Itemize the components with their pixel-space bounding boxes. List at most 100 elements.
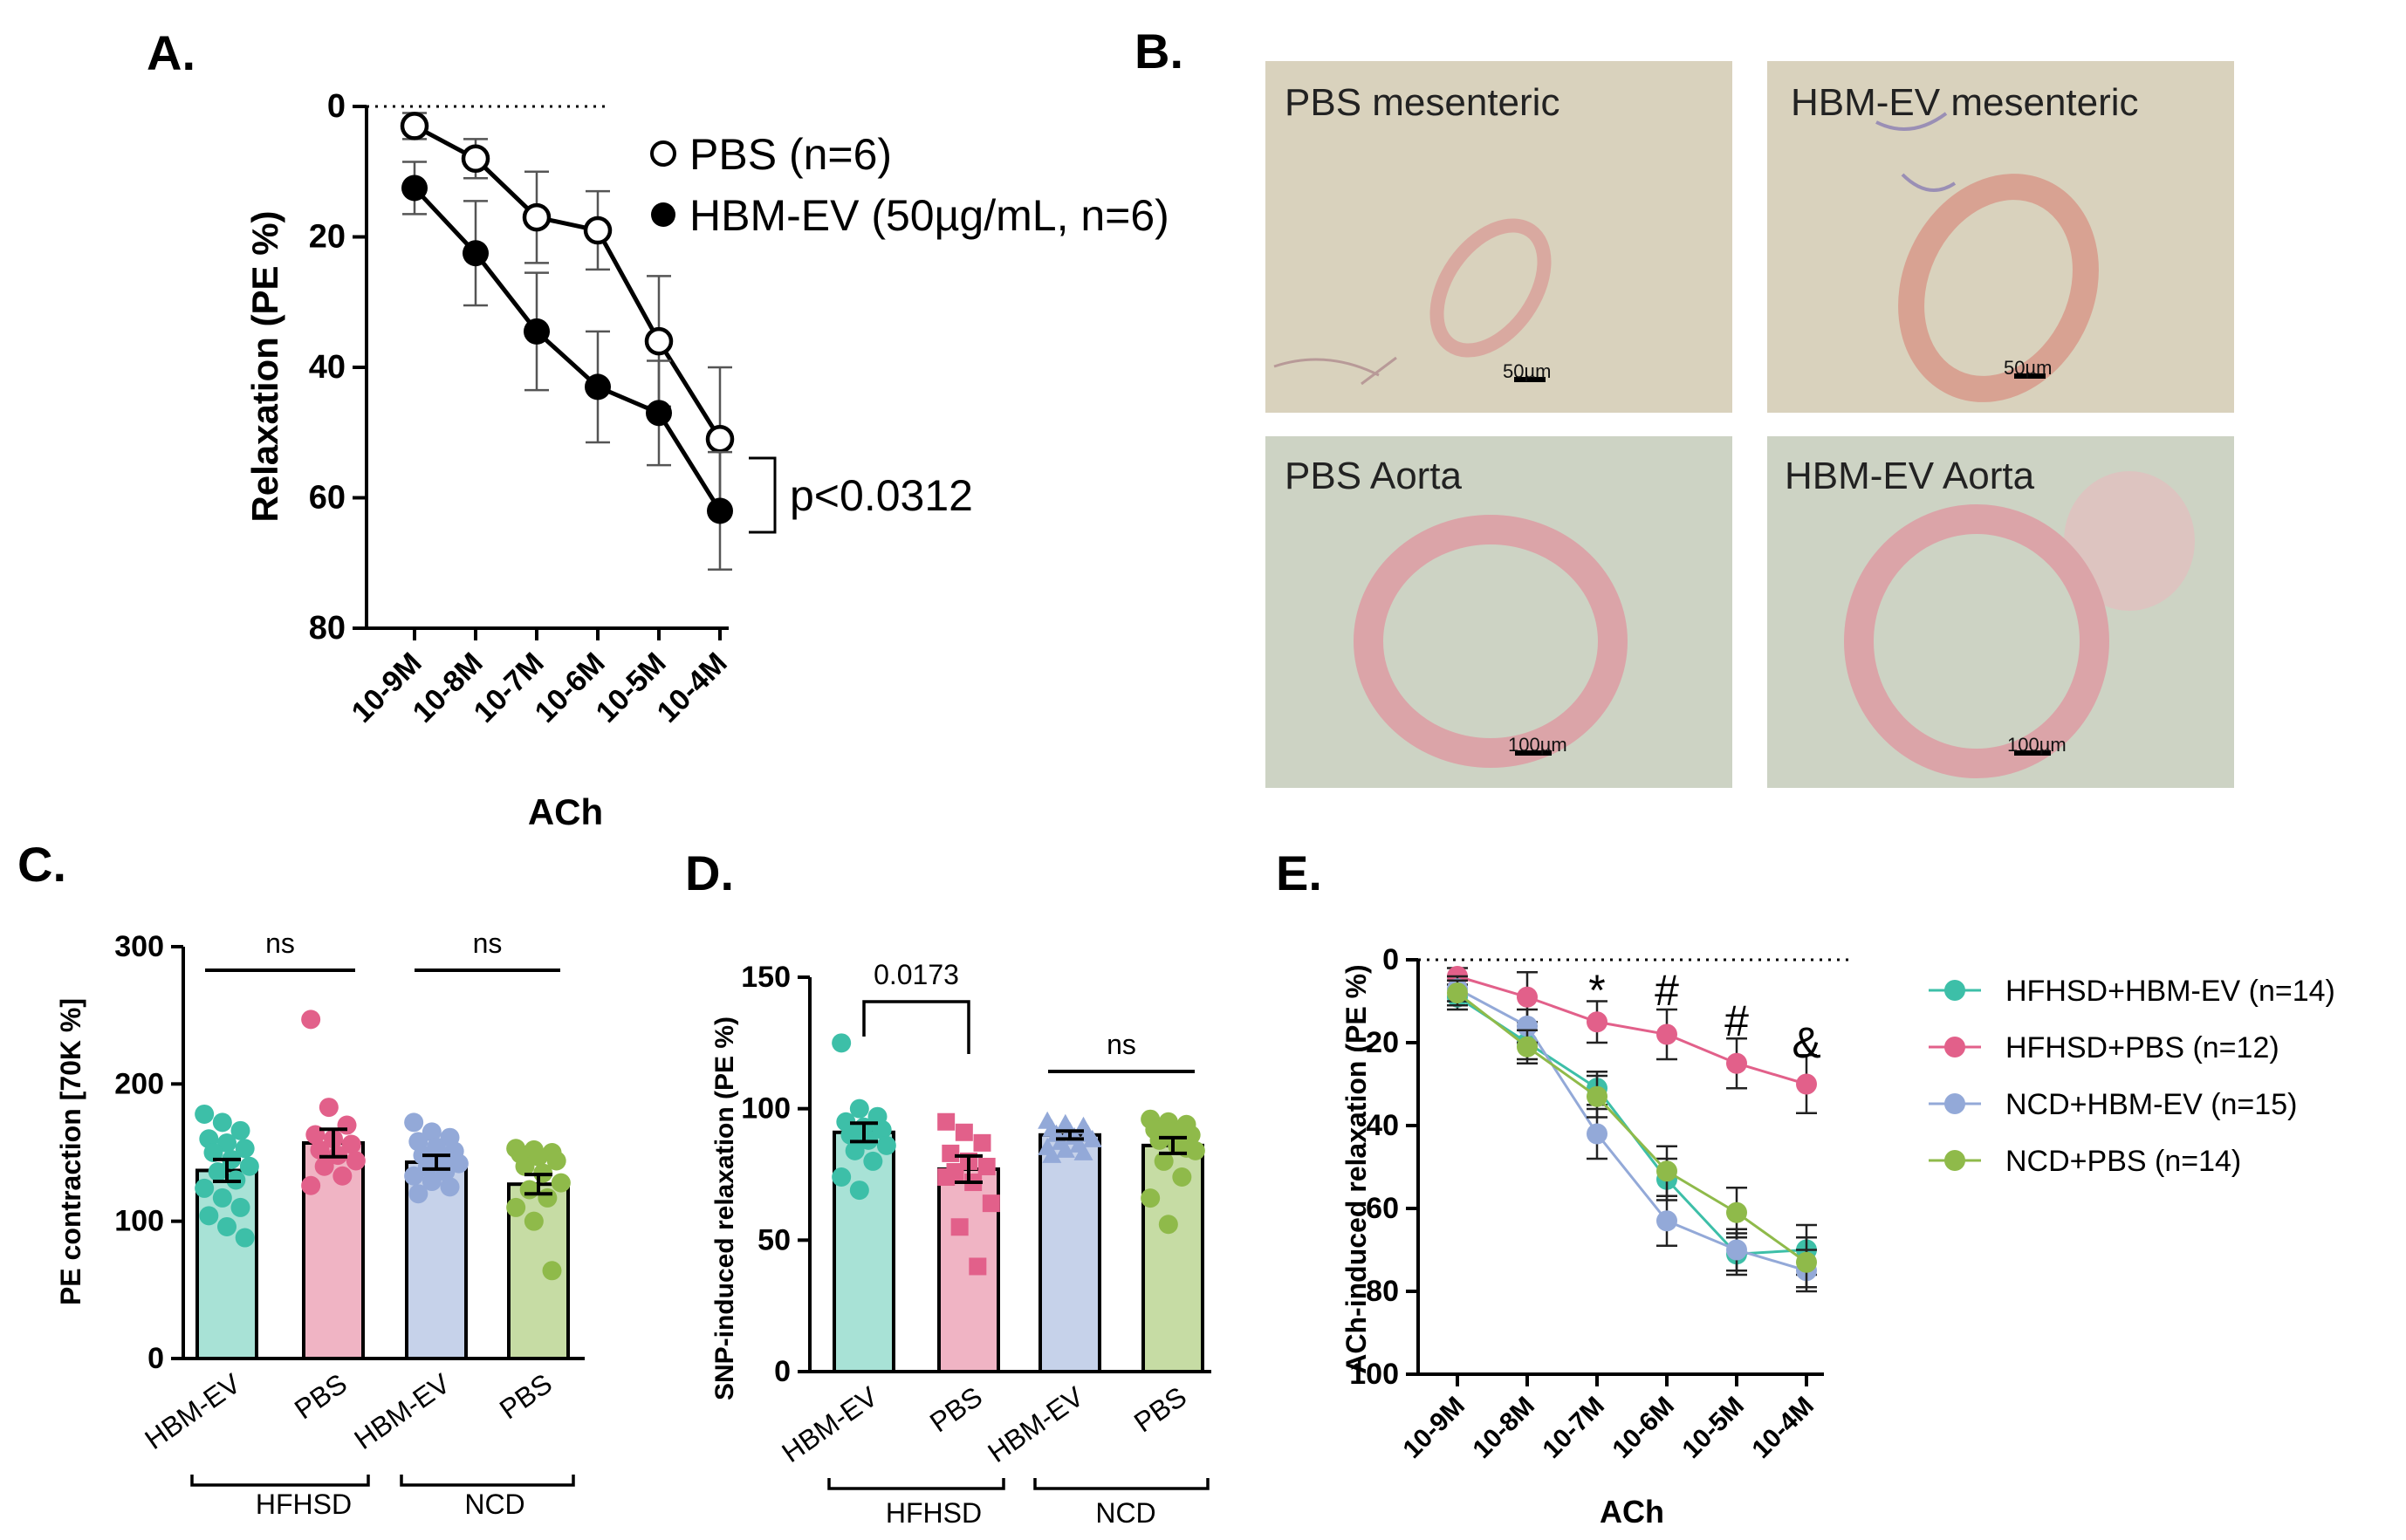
panel-e-legend-item: NCD+HBM-EV (n=15) xyxy=(2005,1088,2297,1121)
x-tick-label: PBS xyxy=(924,1380,988,1438)
panel-e-point xyxy=(1447,982,1468,1003)
micrograph-caption: HBM-EV Aorta xyxy=(1785,455,2035,497)
panel-c-label: C. xyxy=(17,837,66,892)
data-point xyxy=(542,1261,562,1281)
panel-a-x-tick-label: 10-7M xyxy=(468,647,551,729)
panel-e-x-tick-label: 10-8M xyxy=(1467,1392,1539,1464)
panel-a-pvalue: p<0.0312 xyxy=(790,471,973,520)
panel-a-x-tick-label: 10-6M xyxy=(529,647,612,729)
data-point xyxy=(551,1173,571,1193)
panel-e-x-tick-label: 10-9M xyxy=(1397,1392,1470,1464)
data-point xyxy=(314,1156,334,1176)
data-point xyxy=(422,1172,442,1192)
data-point xyxy=(950,1218,969,1236)
data-point xyxy=(195,1178,215,1198)
data-point xyxy=(319,1098,339,1118)
legend-item-pbs: PBS (n=6) xyxy=(689,130,892,179)
panel-a-series-line xyxy=(413,186,723,512)
data-point xyxy=(1149,1130,1169,1150)
panel-a-y-tick-label: 20 xyxy=(309,219,346,256)
panel-e-x-tick-label: 10-5M xyxy=(1676,1392,1749,1464)
data-point xyxy=(440,1177,460,1197)
data-point xyxy=(942,1144,960,1162)
panel-a-ylabel: Relaxation (PE %) xyxy=(244,210,285,522)
panel-e-y-tick-label: 20 xyxy=(1366,1026,1399,1059)
vessel-ring xyxy=(1898,174,2099,402)
panel-a-point xyxy=(524,318,550,345)
group-bracket xyxy=(827,1478,1005,1490)
panel-e-y-tick-label: 100 xyxy=(1349,1358,1399,1391)
panel-e-point xyxy=(1517,986,1538,1008)
panel-e-point xyxy=(1517,1036,1538,1057)
data-point xyxy=(1158,1215,1178,1235)
vessel-ring xyxy=(1429,218,1552,358)
panel-e-series-line xyxy=(1457,987,1807,1272)
data-point xyxy=(937,1168,956,1187)
micrograph-caption: PBS mesenteric xyxy=(1285,81,1559,124)
x-tick-label: HBM-EV xyxy=(139,1367,246,1455)
panel-a-point xyxy=(707,497,733,524)
micrograph-hbm-ev-mesenteric: HBM-EV mesenteric 50µm xyxy=(1767,61,2234,413)
panel-a-y-tick-label: 60 xyxy=(309,480,346,517)
panel-e-point xyxy=(1796,1073,1817,1095)
scale-bar-label: 50µm xyxy=(1503,360,1551,382)
panel-a-point xyxy=(400,112,429,140)
bar xyxy=(1038,1133,1101,1374)
panel-a-series-line xyxy=(413,124,723,441)
legend-open-circle-icon xyxy=(650,140,676,167)
panel-d-group-ncd: NCD xyxy=(1095,1497,1155,1529)
panel-a-point xyxy=(644,326,674,356)
data-point xyxy=(239,1156,259,1176)
panel-e-x-tick-label: 10-4M xyxy=(1746,1392,1819,1464)
y-tick-label: 100 xyxy=(114,1205,164,1238)
tissue-patch xyxy=(2064,471,2195,611)
data-point xyxy=(955,1123,973,1141)
x-tick-label: PBS xyxy=(1128,1380,1192,1438)
data-point xyxy=(863,1151,883,1171)
data-point xyxy=(217,1216,236,1236)
panel-e-y-tick-label: 60 xyxy=(1366,1192,1399,1225)
data-point xyxy=(346,1151,366,1171)
scale-bar-label: 100µm xyxy=(2007,734,2067,756)
panel-a-point xyxy=(461,144,490,174)
x-tick-label: HBM-EV xyxy=(776,1380,883,1468)
data-point xyxy=(337,1115,357,1135)
scale-bar-label: 100µm xyxy=(1508,734,1567,756)
data-point xyxy=(212,1188,232,1208)
panel-a-point xyxy=(522,202,552,232)
legend-item-hbm-ev: HBM-EV (50µg/mL, n=6) xyxy=(689,191,1169,240)
data-point xyxy=(435,1162,456,1182)
data-point xyxy=(212,1112,232,1133)
panel-c-group-ncd: NCD xyxy=(464,1489,524,1520)
panel-c-ylabel: PE contraction [70K %] xyxy=(55,998,86,1305)
data-point xyxy=(301,1010,321,1030)
data-point xyxy=(341,1134,361,1154)
panel-e: E. 0 20 40 60 80 10010-9M10-8M10-7M10-6M10-5M… xyxy=(1276,845,2335,1530)
data-point xyxy=(1055,1140,1075,1158)
panel-e-point xyxy=(1656,1210,1677,1232)
panel-a-x-tick-label: 10-4M xyxy=(651,647,734,729)
scale-bar xyxy=(1515,750,1552,756)
panel-e-point xyxy=(1726,1201,1747,1223)
micrograph-hbm-ev-aorta: HBM-EV Aorta 100µm xyxy=(1767,436,2234,788)
panel-a-point xyxy=(401,175,428,202)
panel-e-x-tick-label: 10-6M xyxy=(1607,1392,1679,1464)
panel-e-series-line xyxy=(1457,991,1807,1263)
panel-e-legend-marker xyxy=(1944,980,1965,1001)
scale-bar xyxy=(2014,750,2051,756)
data-point xyxy=(208,1162,228,1182)
panel-b-label: B. xyxy=(1134,24,1183,79)
data-point xyxy=(937,1112,956,1131)
data-point xyxy=(506,1197,526,1217)
panel-e-legend-marker xyxy=(1944,1093,1965,1114)
panel-a-pvalue-bracket xyxy=(749,456,777,534)
comparison-label: 0.0173 xyxy=(874,959,959,990)
data-point xyxy=(310,1140,330,1160)
panel-a-y-tick-label: 80 xyxy=(309,610,346,647)
panel-a-legend: PBS (n=6) HBM-EV (50µg/mL, n=6) xyxy=(650,130,1169,240)
micrograph-caption: PBS Aorta xyxy=(1285,455,1463,497)
panel-a-label: A. xyxy=(147,25,195,80)
panel-c-group-hfhsd: HFHSD xyxy=(256,1489,352,1520)
panel-a-x-tick-label: 10-5M xyxy=(590,647,673,729)
